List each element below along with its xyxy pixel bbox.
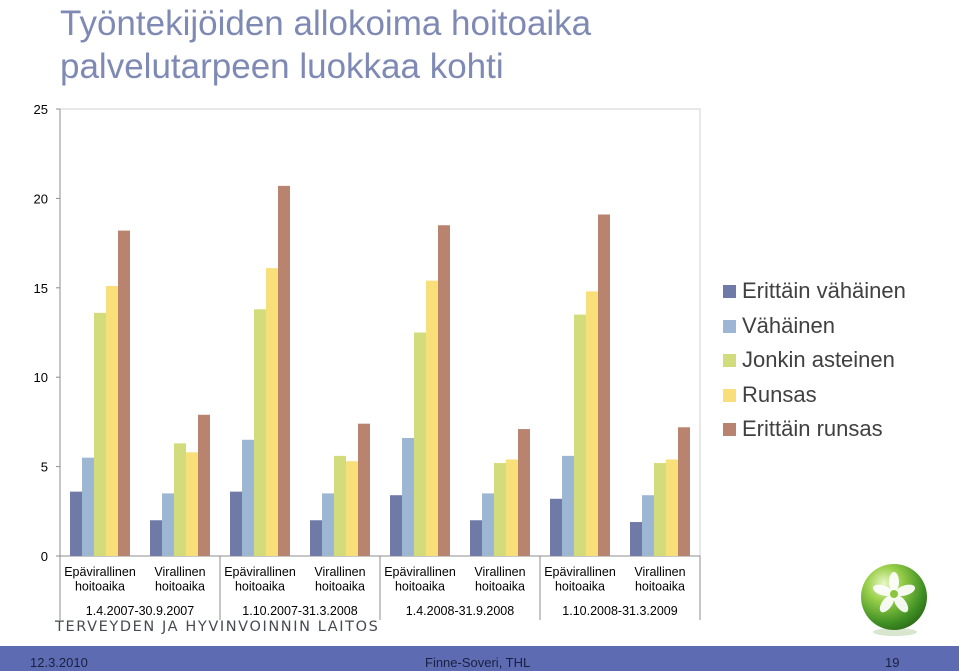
x-category-label: hoitoaika	[155, 580, 205, 594]
bar	[390, 495, 402, 556]
bar	[358, 423, 370, 556]
bar	[82, 457, 94, 556]
x-category-label: hoitoaika	[235, 580, 285, 594]
legend-label: Runsas	[742, 381, 817, 407]
legend-swatch	[723, 354, 736, 367]
legend-label: Erittäin runsas	[742, 416, 883, 441]
bar	[230, 491, 242, 556]
x-category-label: hoitoaika	[555, 580, 605, 594]
bar	[506, 459, 518, 556]
legend-swatch	[723, 388, 736, 402]
footer-page-number: 19	[885, 655, 900, 670]
bar	[106, 286, 118, 556]
bar	[642, 495, 654, 556]
bar	[118, 230, 130, 557]
bar	[322, 493, 334, 556]
slide-footer: 12.3.2010 Finne-Soveri, THL 19	[0, 646, 959, 671]
x-period-label: 1.4.2008-31.9.2008	[406, 604, 514, 618]
bar	[278, 185, 290, 556]
bar	[242, 439, 254, 556]
x-category-label: hoitoaika	[75, 580, 125, 594]
slide-title-line-2: palvelutarpeen luokkaa kohti	[60, 47, 504, 86]
x-category-label: hoitoaika	[635, 580, 685, 594]
slide-title: Työntekijöiden allokoima hoitoaika palve…	[60, 2, 760, 88]
x-category-label: hoitoaika	[395, 580, 445, 594]
bar	[482, 493, 494, 556]
bar	[174, 443, 186, 556]
chart-labels: 0510152025EpävirallinenhoitoaikaVirallin…	[34, 102, 686, 618]
bar	[70, 491, 82, 556]
bar	[150, 520, 162, 556]
y-tick-label: 5	[41, 460, 48, 475]
bar	[334, 455, 346, 556]
bar	[630, 522, 642, 556]
y-tick-label: 15	[34, 281, 48, 296]
bar	[666, 459, 678, 556]
bar	[414, 332, 426, 556]
x-period-label: 1.10.2007-31.3.2008	[242, 604, 357, 618]
bar	[186, 452, 198, 556]
legend-swatch	[723, 285, 736, 298]
legend-label: Vähäinen	[742, 312, 835, 338]
bar	[198, 414, 210, 556]
bar	[162, 493, 174, 556]
x-category-label: Virallinen	[154, 565, 205, 579]
x-period-label: 1.4.2007-30.9.2007	[86, 604, 194, 618]
bar	[310, 520, 322, 556]
bar	[438, 225, 450, 556]
bar	[266, 268, 278, 556]
x-category-label: Epävirallinen	[224, 565, 296, 579]
organization-logo-text: TERVEYDEN JA HYVINVOINNIN LAITOS	[55, 619, 380, 635]
x-category-label: Virallinen	[634, 565, 685, 579]
bar	[562, 455, 574, 556]
legend-swatch	[723, 319, 736, 333]
x-category-label: Epävirallinen	[544, 565, 616, 579]
y-tick-label: 10	[34, 370, 48, 385]
footer-date: 12.3.2010	[30, 655, 88, 670]
chart-bars	[70, 185, 690, 557]
x-category-label: Virallinen	[474, 565, 525, 579]
bar	[94, 312, 106, 556]
x-category-label: hoitoaika	[315, 580, 365, 594]
bar	[654, 463, 666, 556]
legend-swatch	[723, 423, 736, 436]
bar	[518, 429, 530, 556]
x-category-label: Epävirallinen	[384, 565, 456, 579]
bar	[678, 427, 690, 556]
bar	[470, 520, 482, 556]
bar	[426, 280, 438, 556]
bar	[402, 437, 414, 556]
slide-title-line-1: Työntekijöiden allokoima hoitoaika	[60, 4, 592, 43]
legend-label: Erittäin vähäinen	[742, 278, 906, 303]
bar	[598, 214, 610, 556]
thl-globe-logo-icon	[861, 564, 927, 636]
bar	[586, 291, 598, 556]
x-category-label: Epävirallinen	[64, 565, 136, 579]
y-tick-label: 25	[34, 102, 48, 117]
bar	[550, 498, 562, 556]
x-category-label: hoitoaika	[475, 580, 525, 594]
x-category-label: Virallinen	[314, 565, 365, 579]
footer-source: Finne-Soveri, THL	[425, 655, 531, 670]
bar	[346, 461, 358, 556]
y-tick-label: 0	[41, 549, 48, 564]
x-period-label: 1.10.2008-31.3.2009	[562, 604, 677, 618]
bar	[574, 314, 586, 556]
y-tick-label: 20	[34, 191, 48, 206]
legend-label: Jonkin asteinen	[742, 347, 895, 372]
bar	[494, 463, 506, 556]
bar	[254, 309, 266, 556]
